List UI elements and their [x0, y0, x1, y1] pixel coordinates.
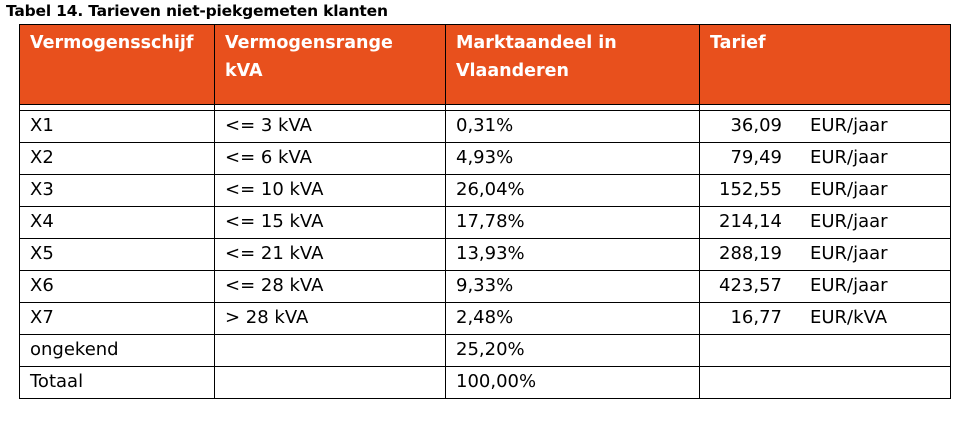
- cell-vermogensrange: <= 10 kVA: [214, 174, 446, 207]
- table-row: Totaal 100,00%: [19, 366, 951, 399]
- cell-vermogensrange: [214, 334, 446, 367]
- cell-vermogensschijf: X6: [19, 270, 215, 303]
- table-row: X3 <= 10 kVA 26,04% 152,55 EUR/jaar: [19, 174, 951, 207]
- cell-marktaandeel: 9,33%: [445, 270, 700, 303]
- cell-vermogensrange: [214, 366, 446, 399]
- cell-marktaandeel: 100,00%: [445, 366, 700, 399]
- tarief-unit: EUR/jaar: [810, 179, 888, 200]
- cell-marktaandeel: 25,20%: [445, 334, 700, 367]
- tarief-amount: 214,14: [719, 211, 782, 232]
- tarief-unit: EUR/jaar: [810, 275, 888, 296]
- tariff-table: Vermogensschijf Vermogensrange kVA Markt…: [19, 24, 951, 399]
- cell-vermogensschijf: X3: [19, 174, 215, 207]
- tarief-amount: 36,09: [730, 115, 782, 136]
- cell-vermogensschijf: X2: [19, 142, 215, 175]
- cell-vermogensschijf: Totaal: [19, 366, 215, 399]
- cell-marktaandeel: 0,31%: [445, 110, 700, 143]
- tarief-amount: 16,77: [730, 307, 782, 328]
- header-row: Vermogensschijf Vermogensrange kVA Markt…: [19, 24, 951, 105]
- cell-marktaandeel: 13,93%: [445, 238, 700, 271]
- cell-marktaandeel: 2,48%: [445, 302, 700, 335]
- table-row: X7 > 28 kVA 2,48% 16,77 EUR/kVA: [19, 302, 951, 335]
- table-row: X5 <= 21 kVA 13,93% 288,19 EUR/jaar: [19, 238, 951, 271]
- cell-tarief: 423,57 EUR/jaar: [699, 270, 951, 303]
- table-row: X4 <= 15 kVA 17,78% 214,14 EUR/jaar: [19, 206, 951, 239]
- cell-tarief: [699, 366, 951, 399]
- table-row: X1 <= 3 kVA 0,31% 36,09 EUR/jaar: [19, 110, 951, 143]
- cell-marktaandeel: 17,78%: [445, 206, 700, 239]
- table-body: X1 <= 3 kVA 0,31% 36,09 EUR/jaar X2 <= 6 kVA 4,…: [19, 104, 951, 399]
- tarief-amount: 423,57: [719, 275, 782, 296]
- tarief-unit: EUR/jaar: [810, 243, 888, 264]
- cell-tarief: [699, 334, 951, 367]
- cell-tarief: 16,77 EUR/kVA: [699, 302, 951, 335]
- cell-vermogensschijf: ongekend: [19, 334, 215, 367]
- table-row: X2 <= 6 kVA 4,93% 79,49 EUR/jaar: [19, 142, 951, 175]
- column-header-tarief: Tarief: [699, 24, 951, 105]
- table-caption: Tabel 14. Tarieven niet-piekgemeten klan…: [6, 2, 388, 20]
- table-row: X6 <= 28 kVA 9,33% 423,57 EUR/jaar: [19, 270, 951, 303]
- cell-tarief: 152,55 EUR/jaar: [699, 174, 951, 207]
- cell-vermogensrange: <= 28 kVA: [214, 270, 446, 303]
- cell-tarief: 214,14 EUR/jaar: [699, 206, 951, 239]
- cell-vermogensschijf: X7: [19, 302, 215, 335]
- cell-vermogensschijf: X5: [19, 238, 215, 271]
- cell-tarief: 288,19 EUR/jaar: [699, 238, 951, 271]
- cell-vermogensschijf: X1: [19, 110, 215, 143]
- tarief-unit: EUR/jaar: [810, 211, 888, 232]
- table-row: ongekend 25,20%: [19, 334, 951, 367]
- cell-vermogensrange: <= 6 kVA: [214, 142, 446, 175]
- cell-marktaandeel: 26,04%: [445, 174, 700, 207]
- tarief-amount: 288,19: [719, 243, 782, 264]
- tarief-unit: EUR/kVA: [810, 307, 888, 328]
- tarief-amount: 79,49: [730, 147, 782, 168]
- cell-vermogensrange: <= 15 kVA: [214, 206, 446, 239]
- column-header-marktaandeel: Marktaandeel in Vlaanderen: [445, 24, 700, 105]
- cell-vermogensrange: > 28 kVA: [214, 302, 446, 335]
- cell-vermogensrange: <= 3 kVA: [214, 110, 446, 143]
- cell-tarief: 36,09 EUR/jaar: [699, 110, 951, 143]
- tarief-unit: EUR/jaar: [810, 147, 888, 168]
- tarief-unit: EUR/jaar: [810, 115, 888, 136]
- cell-vermogensrange: <= 21 kVA: [214, 238, 446, 271]
- cell-marktaandeel: 4,93%: [445, 142, 700, 175]
- tarief-amount: 152,55: [719, 179, 782, 200]
- cell-vermogensschijf: X4: [19, 206, 215, 239]
- column-header-vermogensschijf: Vermogensschijf: [19, 24, 215, 105]
- cell-tarief: 79,49 EUR/jaar: [699, 142, 951, 175]
- column-header-vermogensrange: Vermogensrange kVA: [214, 24, 446, 105]
